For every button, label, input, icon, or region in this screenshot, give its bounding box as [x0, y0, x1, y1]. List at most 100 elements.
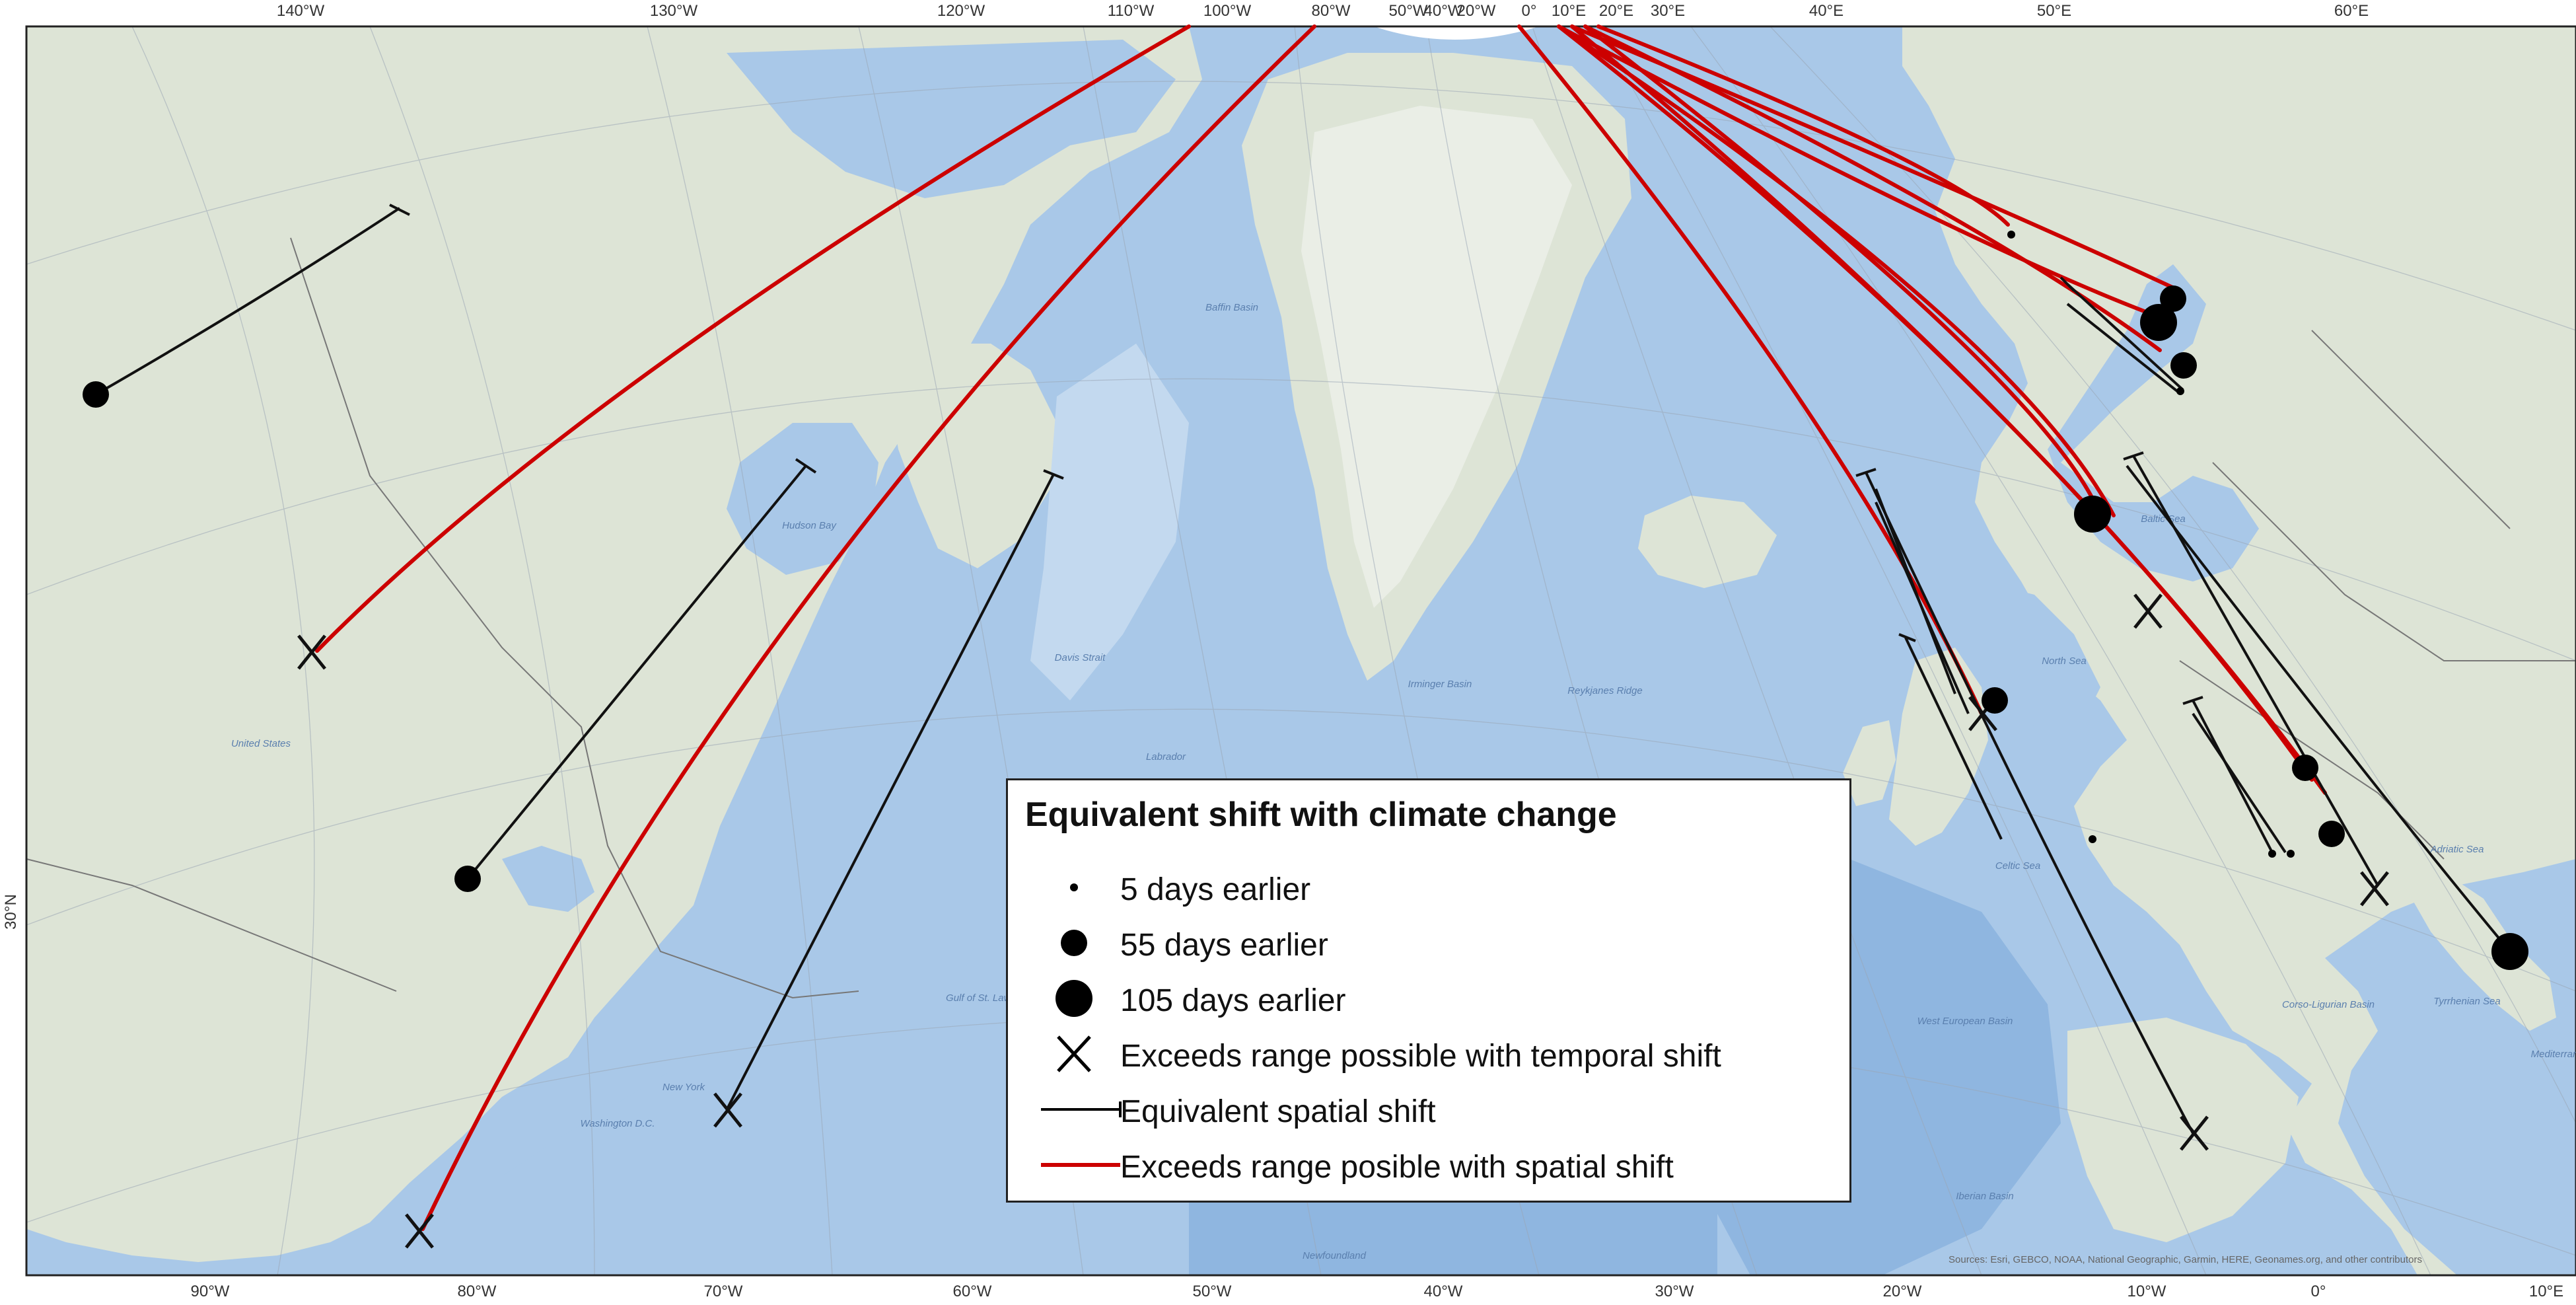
t-bar — [2059, 276, 2075, 292]
tick-label: 60°W — [953, 1283, 992, 1300]
x-mark-icon — [1057, 1035, 1091, 1072]
dot — [2287, 850, 2295, 858]
dot — [2318, 821, 2345, 847]
black-line — [2066, 303, 2181, 394]
tick-label: 60°E — [2334, 2, 2369, 20]
t-bar — [1855, 468, 1877, 477]
medium-dot-icon — [1061, 930, 1087, 956]
black-line — [2192, 712, 2287, 854]
black-line — [1865, 472, 2194, 1134]
t-bar-line-icon — [1041, 1101, 1122, 1117]
place-labels: Hudson Bay Baffin Basin Irminger Basin Labr… — [231, 302, 2576, 1261]
tick-label: 50°W — [1389, 2, 1428, 20]
t-bar — [1898, 633, 1916, 642]
dot — [2491, 933, 2528, 970]
land-iberia — [2067, 1018, 2299, 1242]
dot — [2292, 755, 2318, 781]
tick-label: 30°E — [1651, 2, 1685, 20]
black-line — [1904, 637, 2003, 840]
legend-item-5-days: 5 days earlier — [1008, 861, 1849, 914]
large-dot-icon — [1055, 980, 1092, 1017]
land-ireland — [1843, 720, 1896, 806]
place-label: Iberian Basin — [1956, 1191, 2014, 1202]
water-arctic-channels — [727, 40, 1176, 198]
legend-item-exceeds-temporal: Exceeds range possible with temporal shi… — [1008, 1027, 1849, 1080]
legend-label: 105 days earlier — [1120, 983, 1346, 1018]
red-line — [1570, 24, 2327, 795]
tick-label: 90°W — [191, 1283, 230, 1300]
black-line — [466, 465, 807, 880]
place-label: West European Basin — [1917, 1016, 2013, 1027]
red-line — [1583, 24, 2102, 517]
red-line — [315, 24, 1191, 653]
water-atlantic-coast — [396, 1031, 1189, 1275]
legend-title: Equivalent shift with climate change — [1025, 796, 1617, 834]
place-label: Corso-Ligurian Basin — [2282, 999, 2375, 1010]
water-north-sea — [1982, 581, 2100, 727]
shelf-labrador — [1030, 344, 1189, 700]
dot — [2089, 835, 2096, 843]
dot — [2170, 352, 2197, 379]
land-iceland — [1638, 496, 1777, 588]
x-marker — [2180, 1115, 2209, 1151]
tick-label: 0° — [1522, 2, 1537, 20]
tick-label: 120°W — [937, 2, 985, 20]
place-label: Baffin Basin — [1205, 302, 1258, 313]
map-attribution: Sources: Esri, GEBCO, NOAA, National Geo… — [1949, 1254, 2422, 1265]
water-great-lakes — [502, 846, 594, 912]
left-tick-labels: 30°N — [2, 894, 20, 930]
place-label: Mediterranean — [2531, 1049, 2576, 1060]
land-baffin-island — [885, 344, 1057, 568]
equivalent-spatial-lines — [95, 207, 2511, 1134]
tick-label: 80°W — [458, 1283, 497, 1300]
top-tick-labels: 140°W 130°W 120°W 110°W 100°W 80°W 50°W40°W20°… — [277, 2, 2369, 20]
place-label: Celtic Sea — [1995, 860, 2040, 872]
legend-item-exceeds-spatial: Exceeds range posible with spatial shift — [1008, 1138, 1849, 1191]
temporal-shift-dots — [83, 231, 2528, 970]
small-dot-icon — [1070, 883, 1078, 891]
red-line-icon — [1041, 1163, 1120, 1167]
t-bar — [1043, 469, 1064, 480]
legend-item-spatial-shift: Equivalent spatial shift — [1008, 1083, 1849, 1136]
map-frame — [25, 25, 2576, 1277]
land-italy — [2404, 872, 2556, 1031]
legend-label: Equivalent spatial shift — [1120, 1094, 1436, 1129]
place-label: United States — [231, 738, 291, 749]
dot — [454, 866, 481, 892]
red-line — [1596, 24, 2010, 227]
tick-label: 40°W — [1424, 2, 1463, 20]
water-st-lawrence — [859, 925, 978, 985]
dot — [2176, 387, 2184, 395]
tick-label: 30°W — [1655, 1283, 1694, 1300]
place-label: Davis Strait — [1055, 652, 1106, 663]
tick-label: 10°W — [2128, 1283, 2166, 1300]
dot — [83, 381, 109, 408]
tick-label: 10°E — [1552, 2, 1586, 20]
black-line — [2066, 283, 2184, 391]
tick-label: 20°W — [1883, 1283, 1922, 1300]
black-line — [1875, 502, 1970, 714]
black-line — [2192, 700, 2273, 853]
t-bar-ends — [389, 204, 2203, 705]
tick-label: 130°W — [650, 2, 698, 20]
place-label: Irminger Basin — [1408, 679, 1472, 690]
bottom-tick-labels: 90°W 80°W 70°W 60°W 50°W 40°W 30°W 20°W 10°W 0° 10… — [191, 1283, 2564, 1300]
tick-label: 50°E — [2037, 2, 2071, 20]
tick-label: 80°W — [1312, 2, 1351, 20]
legend-label: 55 days earlier — [1120, 928, 1328, 963]
dot — [1982, 687, 2008, 714]
x-marker — [713, 1092, 742, 1128]
red-line — [1557, 24, 2162, 319]
tick-label: 40°W — [1424, 1283, 1463, 1300]
tick-label: 50°W — [1193, 1283, 1232, 1300]
dot — [2160, 285, 2186, 312]
greenland-ice — [1301, 106, 1572, 608]
water-hudson-bay — [727, 423, 878, 575]
tick-label: 70°W — [704, 1283, 743, 1300]
place-label: Tyrrhenian Sea — [2433, 996, 2500, 1007]
black-line — [2126, 465, 2511, 953]
place-label: New York — [662, 1082, 705, 1093]
tick-label: 10°E — [2529, 1283, 2563, 1300]
legend-item-55-days: 55 days earlier — [1008, 916, 1849, 969]
